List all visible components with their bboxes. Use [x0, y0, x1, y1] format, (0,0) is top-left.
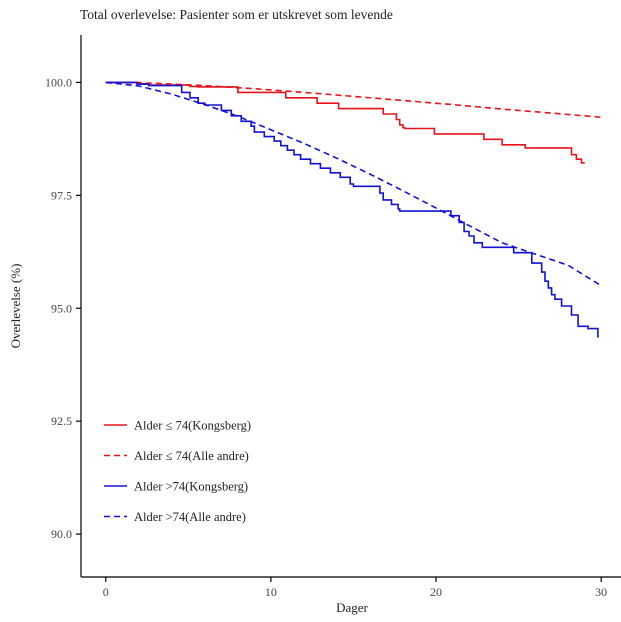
series-line-1 [105, 81, 585, 164]
y-tick-label: 97.5 [51, 188, 72, 202]
series-line-4 [105, 81, 602, 287]
x-tick-label: 30 [595, 585, 607, 599]
chart-title: Total overlevelse: Pasienter som er utsk… [80, 7, 393, 22]
series-line-3 [105, 81, 599, 338]
y-tick-label: 100.0 [45, 75, 72, 89]
series-line-2 [105, 81, 602, 118]
legend-label: Alder >74(Kongsberg) [134, 480, 248, 494]
y-tick-label: 95.0 [51, 301, 72, 315]
legend-label: Alder ≤ 74(Alle andre) [134, 449, 249, 463]
y-axis-label: Overlevelse (%) [8, 264, 23, 349]
y-tick-label: 92.5 [51, 414, 72, 428]
x-tick-label: 0 [103, 585, 109, 599]
x-tick-label: 20 [430, 585, 442, 599]
legend-label: Alder >74(Alle andre) [134, 510, 246, 524]
legend: Alder ≤ 74(Kongsberg) Alder ≤ 74(Alle and… [104, 419, 251, 524]
plot-area [105, 81, 602, 338]
x-axis-label: Dager [336, 600, 368, 615]
x-tick-label: 10 [265, 585, 277, 599]
y-axis-ticks: 90.0 92.5 95.0 97.5 100.0 [45, 75, 81, 541]
x-axis-ticks: 0 10 20 30 [103, 577, 607, 599]
y-tick-label: 90.0 [51, 527, 72, 541]
legend-label: Alder ≤ 74(Kongsberg) [134, 419, 251, 433]
